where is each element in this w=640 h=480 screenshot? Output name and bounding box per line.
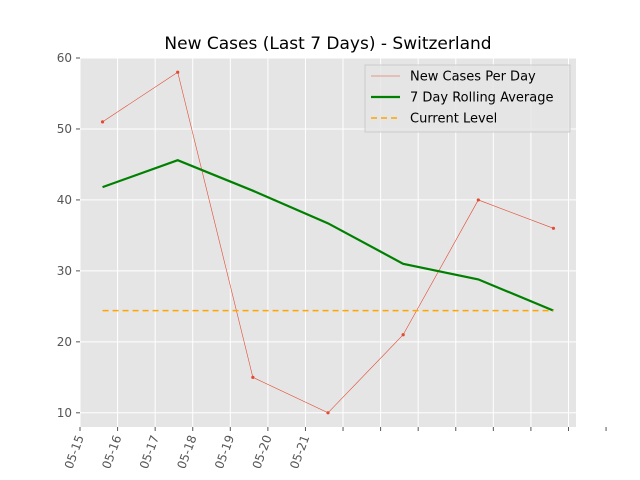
series-group [100, 70, 556, 415]
legend-label: 7 Day Rolling Average [410, 91, 553, 106]
y-tick-label: 20 [57, 335, 72, 349]
data-point [100, 120, 105, 124]
y-tick-label: 60 [57, 51, 72, 65]
y-tick-label: 30 [57, 264, 72, 278]
legend-label: Current Level [410, 112, 497, 127]
chart-title: New Cases (Last 7 Days) - Switzerland [164, 34, 491, 54]
legend-label: New Cases Per Day [410, 70, 536, 85]
legend: New Cases Per Day 7 Day Rolling Average Cu… [364, 64, 571, 133]
data-point [326, 411, 330, 415]
data-point [176, 70, 180, 74]
data-point [401, 333, 405, 337]
y-axis: 10 20 30 40 50 60 [57, 51, 80, 420]
data-point [251, 375, 255, 379]
y-tick-label: 50 [57, 122, 72, 136]
y-tick-label: 10 [57, 406, 72, 420]
y-tick-label: 40 [57, 193, 72, 207]
data-point [551, 226, 556, 230]
series-line-rolling-average [102, 159, 554, 312]
data-point [476, 198, 480, 202]
grid [79, 57, 607, 427]
